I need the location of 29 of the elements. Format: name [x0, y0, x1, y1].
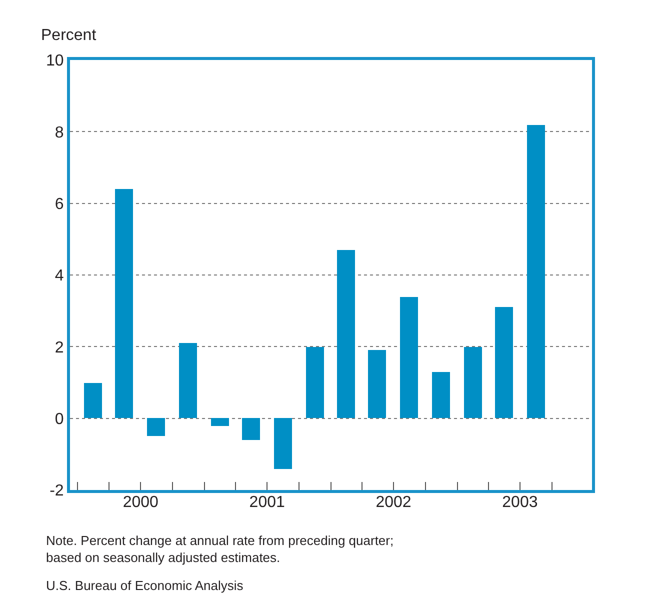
bar: [464, 347, 482, 418]
bar: [527, 125, 545, 418]
bar: [115, 189, 133, 418]
bar: [368, 350, 386, 418]
y-tick-label: 8: [54, 124, 64, 142]
x-tick-label: 2001: [249, 494, 285, 511]
x-tick-label: 2002: [376, 494, 412, 511]
bar: [147, 418, 165, 436]
y-axis-title: Percent: [41, 27, 97, 44]
bar: [400, 297, 418, 418]
y-tick-label: -2: [50, 482, 64, 500]
x-tick-label: 2000: [122, 494, 159, 511]
y-tick-label: 0: [54, 410, 64, 428]
bar: [495, 307, 513, 418]
x-tick-label: 2003: [502, 494, 538, 511]
bar: [274, 418, 292, 469]
y-tick-label: 2: [54, 339, 64, 356]
y-tick-label: 4: [54, 268, 64, 285]
bar: [432, 372, 450, 418]
text: U.S. Bureau of Economic Analysis: [46, 578, 244, 593]
bar: [179, 343, 197, 418]
bar: [242, 418, 260, 440]
y-tick-label: 6: [54, 196, 64, 213]
text: Note. Percent change at annual rate from preceding quarter; based on seasonally adjusted estimates.: [46, 533, 394, 565]
bar: [84, 383, 102, 418]
bar: [337, 250, 355, 418]
bar: [211, 418, 229, 426]
bar: [306, 347, 324, 418]
y-tick-label: 10: [46, 52, 64, 70]
